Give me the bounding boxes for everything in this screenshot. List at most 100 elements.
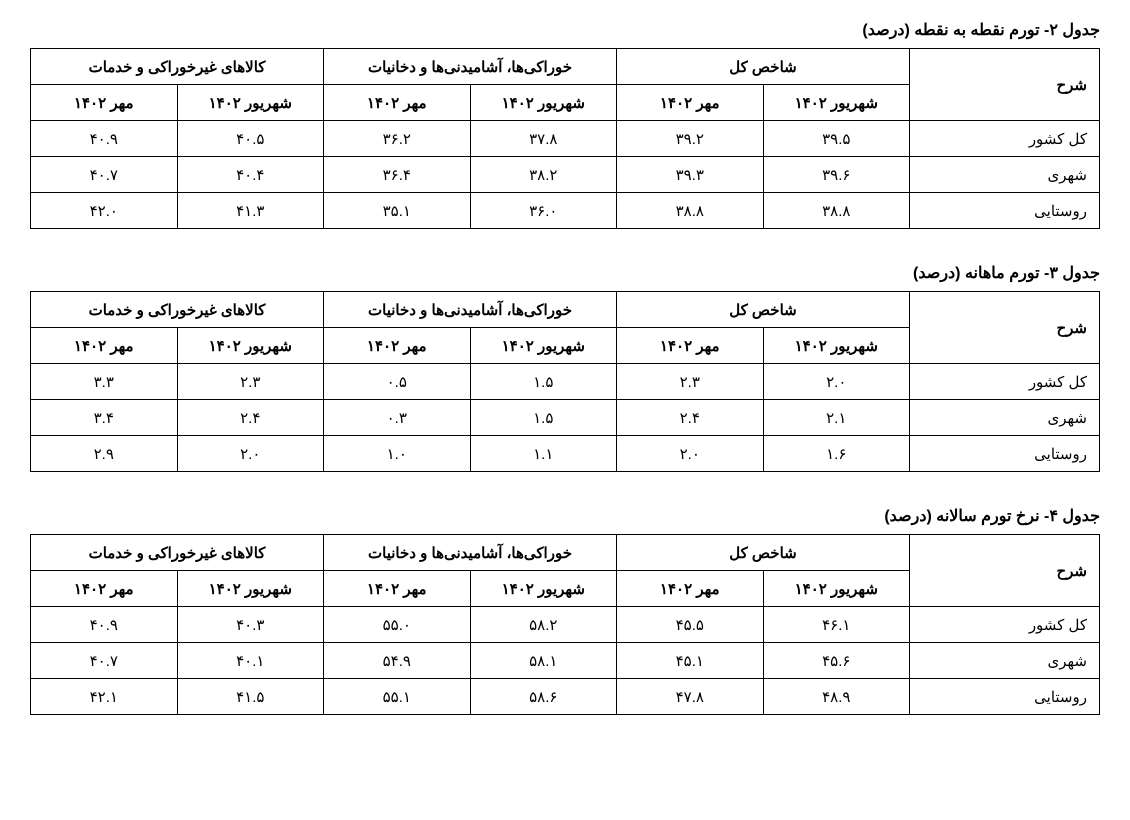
data-cell: ۲.۴ [177, 400, 324, 436]
data-cell: ۴۶.۱ [763, 607, 910, 643]
data-table: شرحشاخص کلخوراکی‌ها، آشامیدنی‌ها و دخانی… [30, 48, 1100, 229]
data-cell: ۱.۶ [763, 436, 910, 472]
data-cell: ۴۵.۱ [617, 643, 764, 679]
data-cell: ۴۵.۶ [763, 643, 910, 679]
data-cell: ۲.۰ [617, 436, 764, 472]
table-row: روستایی۴۸.۹۴۷.۸۵۸.۶۵۵.۱۴۱.۵۴۲.۱ [31, 679, 1100, 715]
table-title: جدول ۳- تورم ماهانه (درصد) [30, 263, 1100, 283]
table-block-1: جدول ۳- تورم ماهانه (درصد) شرحشاخص کلخورا… [30, 263, 1100, 472]
col-group-total: شاخص کل [617, 292, 910, 328]
col-group-nonfood: کالاهای غیرخوراکی و خدمات [31, 535, 324, 571]
data-cell: ۵۵.۰ [324, 607, 471, 643]
data-cell: ۲.۴ [617, 400, 764, 436]
data-cell: ۴۰.۷ [31, 157, 178, 193]
data-cell: ۴۷.۸ [617, 679, 764, 715]
data-cell: ۴۲.۰ [31, 193, 178, 229]
table-row: کل کشور۴۶.۱۴۵.۵۵۸.۲۵۵.۰۴۰.۳۴۰.۹ [31, 607, 1100, 643]
table-row: شهری۲.۱۲.۴۱.۵۰.۳۲.۴۳.۴ [31, 400, 1100, 436]
col-header-description: شرح [910, 535, 1100, 607]
col-mehr: مهر ۱۴۰۲ [617, 328, 764, 364]
col-shahrivar: شهریور ۱۴۰۲ [470, 571, 617, 607]
data-cell: ۱.۱ [470, 436, 617, 472]
data-cell: ۴۰.۹ [31, 121, 178, 157]
data-table: شرحشاخص کلخوراکی‌ها، آشامیدنی‌ها و دخانی… [30, 534, 1100, 715]
data-cell: ۴۰.۵ [177, 121, 324, 157]
table-title: جدول ۲- تورم نقطه به نقطه (درصد) [30, 20, 1100, 40]
data-cell: ۴۸.۹ [763, 679, 910, 715]
col-group-total: شاخص کل [617, 535, 910, 571]
col-group-food: خوراکی‌ها، آشامیدنی‌ها و دخانیات [324, 292, 617, 328]
row-label: کل کشور [910, 364, 1100, 400]
data-cell: ۴۲.۱ [31, 679, 178, 715]
table-row: روستایی۱.۶۲.۰۱.۱۱.۰۲.۰۲.۹ [31, 436, 1100, 472]
data-cell: ۱.۵ [470, 400, 617, 436]
table-block-2: جدول ۴- نرخ تورم سالانه (درصد)شرحشاخص کل… [30, 506, 1100, 715]
row-label: کل کشور [910, 607, 1100, 643]
data-cell: ۳۹.۲ [617, 121, 764, 157]
row-label: شهری [910, 643, 1100, 679]
table-row: شهری۴۵.۶۴۵.۱۵۸.۱۵۴.۹۴۰.۱۴۰.۷ [31, 643, 1100, 679]
row-label: کل کشور [910, 121, 1100, 157]
data-cell: ۲.۹ [31, 436, 178, 472]
data-cell: ۳۹.۳ [617, 157, 764, 193]
data-cell: ۲.۳ [177, 364, 324, 400]
data-cell: ۲.۰ [763, 364, 910, 400]
data-cell: ۴۰.۴ [177, 157, 324, 193]
col-group-total: شاخص کل [617, 49, 910, 85]
col-mehr: مهر ۱۴۰۲ [324, 328, 471, 364]
data-cell: ۴۱.۵ [177, 679, 324, 715]
col-mehr: مهر ۱۴۰۲ [31, 328, 178, 364]
data-cell: ۳۸.۲ [470, 157, 617, 193]
data-cell: ۰.۵ [324, 364, 471, 400]
data-cell: ۲.۱ [763, 400, 910, 436]
data-cell: ۲.۰ [177, 436, 324, 472]
data-cell: ۴۰.۹ [31, 607, 178, 643]
data-cell: ۳۹.۶ [763, 157, 910, 193]
table-row: شهری۳۹.۶۳۹.۳۳۸.۲۳۶.۴۴۰.۴۴۰.۷ [31, 157, 1100, 193]
table-row: کل کشور۲.۰۲.۳۱.۵۰.۵۲.۳۳.۳ [31, 364, 1100, 400]
col-shahrivar: شهریور ۱۴۰۲ [470, 85, 617, 121]
table-row: روستایی۳۸.۸۳۸.۸۳۶.۰۳۵.۱۴۱.۳۴۲.۰ [31, 193, 1100, 229]
row-label: شهری [910, 400, 1100, 436]
data-cell: ۱.۵ [470, 364, 617, 400]
data-cell: ۴۰.۷ [31, 643, 178, 679]
col-mehr: مهر ۱۴۰۲ [31, 571, 178, 607]
data-cell: ۳۹.۵ [763, 121, 910, 157]
data-cell: ۴۵.۵ [617, 607, 764, 643]
col-group-food: خوراکی‌ها، آشامیدنی‌ها و دخانیات [324, 535, 617, 571]
data-cell: ۳۶.۰ [470, 193, 617, 229]
row-label: روستایی [910, 679, 1100, 715]
data-cell: ۳۸.۸ [617, 193, 764, 229]
row-label: روستایی [910, 436, 1100, 472]
col-shahrivar: شهریور ۱۴۰۲ [763, 85, 910, 121]
col-group-food: خوراکی‌ها، آشامیدنی‌ها و دخانیات [324, 49, 617, 85]
data-cell: ۳۶.۲ [324, 121, 471, 157]
data-cell: ۵۴.۹ [324, 643, 471, 679]
col-group-nonfood: کالاهای غیرخوراکی و خدمات [31, 292, 324, 328]
data-cell: ۳۶.۴ [324, 157, 471, 193]
col-group-nonfood: کالاهای غیرخوراکی و خدمات [31, 49, 324, 85]
col-shahrivar: شهریور ۱۴۰۲ [470, 328, 617, 364]
data-cell: ۵۵.۱ [324, 679, 471, 715]
data-cell: ۵۸.۱ [470, 643, 617, 679]
data-cell: ۴۱.۳ [177, 193, 324, 229]
col-mehr: مهر ۱۴۰۲ [324, 85, 471, 121]
row-label: روستایی [910, 193, 1100, 229]
data-cell: ۴۰.۱ [177, 643, 324, 679]
col-mehr: مهر ۱۴۰۲ [617, 85, 764, 121]
col-header-description: شرح [910, 292, 1100, 364]
data-cell: ۳۷.۸ [470, 121, 617, 157]
col-shahrivar: شهریور ۱۴۰۲ [177, 328, 324, 364]
col-header-description: شرح [910, 49, 1100, 121]
table-row: کل کشور۳۹.۵۳۹.۲۳۷.۸۳۶.۲۴۰.۵۴۰.۹ [31, 121, 1100, 157]
col-shahrivar: شهریور ۱۴۰۲ [177, 85, 324, 121]
data-cell: ۲.۳ [617, 364, 764, 400]
col-mehr: مهر ۱۴۰۲ [617, 571, 764, 607]
col-mehr: مهر ۱۴۰۲ [324, 571, 471, 607]
data-cell: ۳.۳ [31, 364, 178, 400]
data-cell: ۳۵.۱ [324, 193, 471, 229]
col-shahrivar: شهریور ۱۴۰۲ [763, 328, 910, 364]
col-shahrivar: شهریور ۱۴۰۲ [177, 571, 324, 607]
data-table: شرحشاخص کلخوراکی‌ها، آشامیدنی‌ها و دخانی… [30, 291, 1100, 472]
data-cell: ۱.۰ [324, 436, 471, 472]
